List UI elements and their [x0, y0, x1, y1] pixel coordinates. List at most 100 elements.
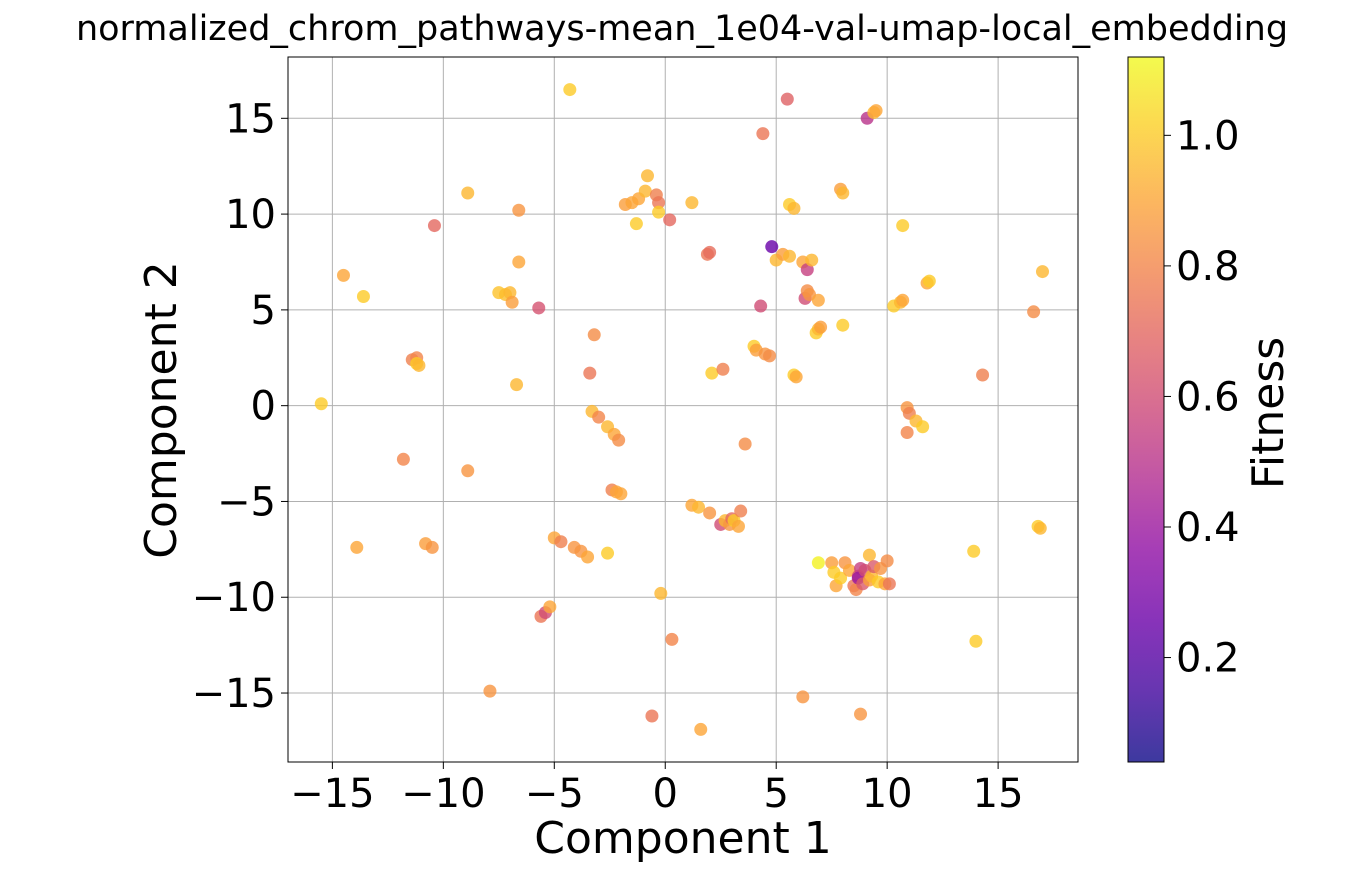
x-tick-label: 10: [862, 771, 913, 817]
data-point: [640, 169, 654, 183]
x-tick-label: 15: [973, 771, 1024, 817]
y-axis-label: Component 2: [136, 261, 187, 558]
data-point: [638, 184, 652, 198]
data-point: [882, 577, 896, 591]
colorbar-tick-label: 1.0: [1176, 113, 1240, 159]
data-point: [854, 707, 868, 721]
data-point: [805, 253, 819, 267]
data-point: [811, 556, 825, 570]
data-point: [554, 535, 568, 549]
data-point: [896, 219, 910, 233]
data-point: [1027, 305, 1041, 319]
data-point: [336, 268, 350, 282]
data-point: [461, 186, 475, 200]
data-point: [836, 186, 850, 200]
colorbar-label: Fitness: [1243, 337, 1294, 489]
data-point: [314, 397, 328, 411]
data-point: [738, 437, 752, 451]
data-points: [314, 83, 1049, 736]
data-point: [601, 546, 615, 560]
data-point: [896, 293, 910, 307]
axes-frame: [287, 56, 1079, 763]
data-point: [581, 550, 595, 564]
x-tick-label: 0: [653, 771, 678, 817]
colorbar-gradient: [1127, 56, 1165, 763]
data-point: [652, 196, 666, 210]
y-axis-ticks: −15 −10 −5 0 5 10 15: [192, 96, 288, 717]
x-axis-ticks: −15 −10 −5 0 5 10 15: [290, 762, 1024, 817]
x-axis-label: Component 1: [534, 813, 831, 864]
y-tick-label: 5: [251, 288, 276, 334]
data-point: [543, 600, 557, 614]
data-point: [692, 500, 706, 514]
data-point: [836, 318, 850, 332]
data-point: [796, 690, 810, 704]
data-point: [976, 368, 990, 382]
data-point: [425, 540, 439, 554]
data-point: [754, 299, 768, 313]
data-point: [663, 213, 677, 227]
data-point: [1035, 265, 1049, 279]
data-point: [532, 301, 546, 315]
data-point: [765, 240, 779, 254]
data-point: [789, 370, 803, 384]
colorbar-tick-label: 0.8: [1176, 244, 1240, 290]
data-point: [734, 504, 748, 518]
data-point: [612, 433, 626, 447]
data-point: [922, 274, 936, 288]
data-point: [629, 217, 643, 231]
y-tick-label: 15: [225, 96, 276, 142]
data-point: [512, 203, 526, 217]
data-point: [967, 544, 981, 558]
data-point: [703, 506, 717, 520]
colorbar-tick-label: 0.2: [1176, 636, 1240, 682]
data-point: [814, 320, 828, 334]
colorbar-tick-label: 0.4: [1176, 505, 1240, 551]
data-point: [834, 571, 848, 585]
data-point: [694, 722, 708, 736]
plot-area: −15 −10 −5 0 5 10 15 −15 −10 −5 0 5 10 15: [192, 56, 1079, 817]
data-point: [705, 366, 719, 380]
x-tick-label: −5: [525, 771, 584, 817]
data-point: [731, 519, 745, 533]
data-point: [505, 295, 519, 309]
data-point: [356, 289, 370, 303]
data-point: [427, 219, 441, 233]
colorbar: 0.2 0.4 0.6 0.8 1.0 Fitness: [1127, 56, 1294, 763]
data-point: [592, 410, 606, 424]
data-point: [685, 196, 699, 210]
data-point: [969, 634, 983, 648]
data-point: [665, 632, 679, 646]
data-point: [412, 358, 426, 372]
data-point: [1033, 521, 1047, 535]
data-point: [869, 104, 883, 118]
data-point: [396, 452, 410, 466]
data-point: [563, 83, 577, 97]
data-point: [783, 249, 797, 263]
x-tick-label: 5: [763, 771, 788, 817]
x-tick-label: −10: [401, 771, 485, 817]
data-point: [652, 205, 666, 219]
data-point: [716, 362, 730, 376]
data-point: [654, 586, 668, 600]
data-point: [645, 709, 659, 723]
data-point: [512, 255, 526, 269]
data-point: [350, 540, 364, 554]
data-point: [587, 328, 601, 342]
x-tick-label: −15: [290, 771, 374, 817]
colorbar-ticks: 0.2 0.4 0.6 0.8 1.0: [1164, 113, 1240, 682]
grid-lines: [288, 57, 1078, 762]
data-point: [756, 127, 770, 141]
colorbar-tick-label: 0.6: [1176, 374, 1240, 420]
data-point: [703, 245, 717, 259]
data-point: [583, 366, 597, 380]
y-tick-label: 10: [225, 192, 276, 238]
y-tick-label: 0: [251, 384, 276, 430]
data-point: [880, 554, 894, 568]
data-point: [811, 293, 825, 307]
data-point: [461, 464, 475, 478]
data-point: [510, 378, 524, 392]
data-point: [780, 92, 794, 106]
y-tick-label: −10: [192, 575, 276, 621]
